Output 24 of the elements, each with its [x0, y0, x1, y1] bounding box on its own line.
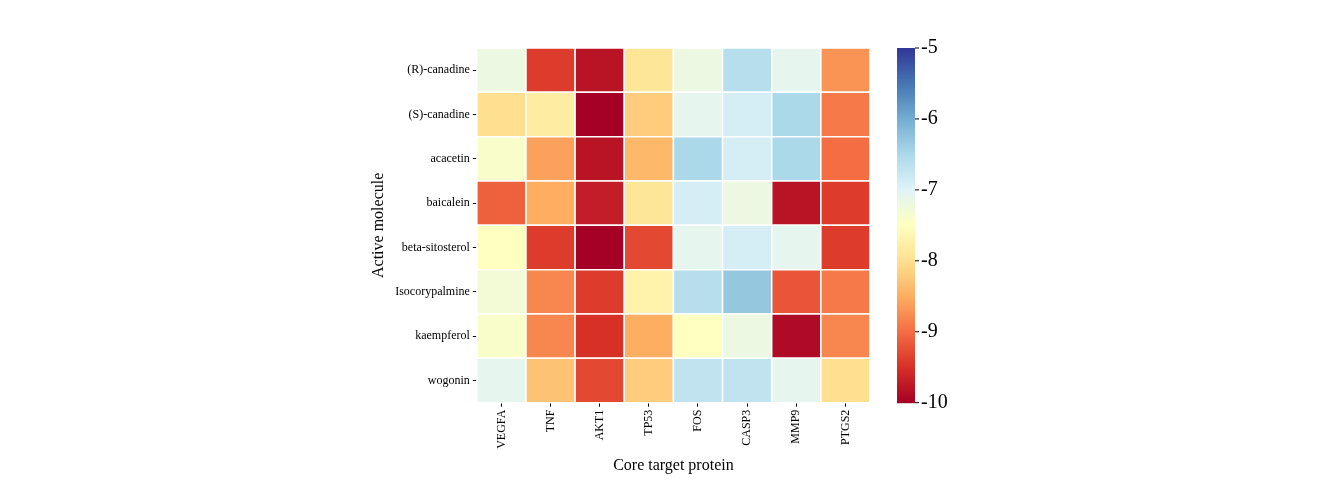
color-bar-label: -10 — [921, 389, 948, 412]
color-bar-label: -8 — [921, 248, 938, 271]
x-tick-label: PTGS2 — [837, 409, 852, 446]
x-tick-label: VEGFA — [493, 409, 508, 449]
color-bar-label: -9 — [921, 319, 938, 341]
color-bar-label: -7 — [921, 177, 938, 200]
y-axis-title: Active molecule — [368, 172, 386, 278]
y-tick-label: wogonin — [427, 372, 470, 387]
y-tick-label: kaempferol — [415, 328, 471, 343]
y-tick-label: (S)-canadine — [408, 106, 470, 121]
x-tick-label: AKT1 — [591, 409, 606, 441]
x-tick-label: MMP9 — [788, 409, 803, 444]
x-tick-label: FOS — [690, 409, 705, 432]
color-bar-label: -5 — [921, 35, 938, 58]
color-bar-label: -6 — [921, 106, 938, 129]
x-axis-title: Core target protein — [613, 455, 734, 474]
x-tick-label: TNF — [542, 409, 557, 433]
y-tick-label: acacetin — [430, 151, 470, 165]
x-tick-label: TP53 — [641, 409, 656, 436]
y-tick-label: beta-sitosterol — [401, 239, 471, 254]
y-tick-label: (R)-canadine — [407, 62, 470, 77]
y-tick-label: Isocorypalmine — [395, 284, 470, 298]
x-tick-label: CASP3 — [739, 409, 754, 446]
y-tick-label: baicalein — [426, 195, 470, 210]
